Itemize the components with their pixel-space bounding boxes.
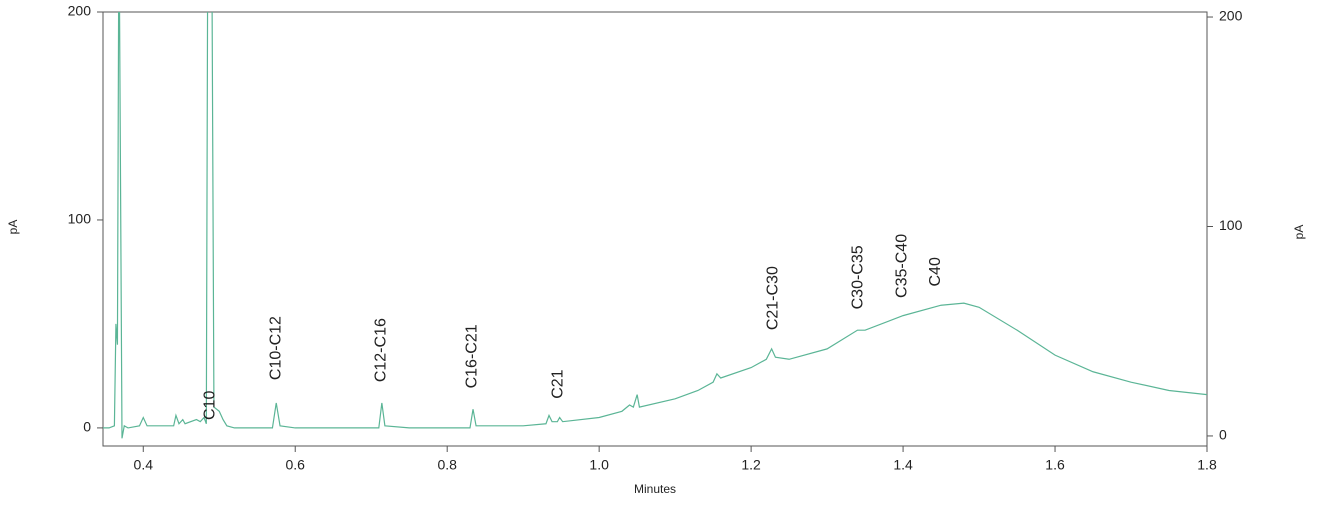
peak-annotation: C12-C16 (372, 318, 389, 382)
y-axis-label: pA (6, 220, 20, 235)
y2-tick-label: 0 (1219, 427, 1227, 443)
x-tick-label: 1.2 (741, 457, 761, 473)
y2-axis-label: pA (1292, 225, 1306, 240)
x-tick-label: 0.4 (134, 457, 154, 473)
y2-tick-label: 100 (1219, 217, 1243, 233)
plot-area (103, 12, 1207, 439)
x-tick-label: 0.6 (285, 457, 305, 473)
peak-annotation: C10 (201, 391, 218, 420)
x-axis-label: Minutes (634, 482, 676, 496)
peak-annotation: C21 (549, 369, 566, 398)
peak-annotation: C10-C12 (267, 316, 284, 380)
peak-annotation: C21-C30 (764, 266, 781, 330)
peak-annotation: C35-C40 (894, 234, 911, 298)
x-tick-label: 1.0 (589, 457, 609, 473)
chromatogram-line (103, 12, 1207, 439)
peak-annotation: C40 (927, 257, 944, 286)
y-tick-label: 100 (68, 211, 92, 227)
peak-annotation: C16-C21 (463, 324, 480, 388)
x-tick-label: 0.8 (437, 457, 457, 473)
plot-frame (102, 11, 1208, 447)
y2-tick-label: 200 (1219, 8, 1243, 24)
x-tick-label: 1.4 (893, 457, 913, 473)
peak-annotation: C30-C35 (849, 245, 866, 309)
y-tick-label: 200 (68, 3, 92, 19)
y-tick-label: 0 (83, 419, 91, 435)
x-tick-label: 1.6 (1045, 457, 1065, 473)
x-tick-label: 1.8 (1197, 457, 1217, 473)
